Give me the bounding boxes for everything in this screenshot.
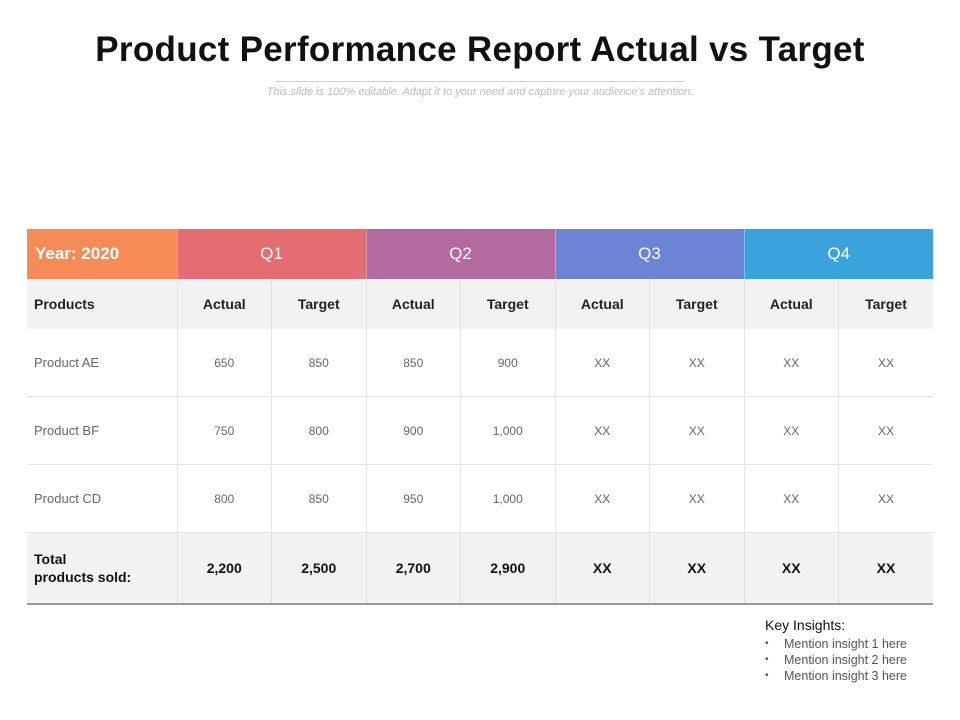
- insights-list: Mention insight 1 here Mention insight 2…: [765, 636, 955, 684]
- total-cell: 2,500: [271, 532, 367, 605]
- table-cell: 850: [271, 464, 367, 533]
- key-insights-title: Key Insights:: [765, 617, 846, 633]
- target-header: Target: [649, 279, 745, 329]
- quarter-header-q1: Q1: [176, 229, 366, 279]
- table-cell: 1,000: [460, 396, 556, 465]
- table-cell: XX: [744, 396, 839, 465]
- total-cell: 2,700: [366, 532, 461, 605]
- total-cell: XX: [555, 532, 650, 605]
- table-cell: XX: [555, 396, 650, 465]
- key-insights: Key Insights: Mention insight 1 here Men…: [765, 617, 955, 684]
- table-cell: XX: [555, 464, 650, 533]
- total-cell: 2,200: [177, 532, 272, 605]
- quarter-header-q3: Q3: [554, 229, 744, 279]
- actual-header: Actual: [555, 279, 650, 329]
- insight-item: Mention insight 1 here: [765, 636, 955, 652]
- target-header: Target: [460, 279, 556, 329]
- total-cell: 2,900: [460, 532, 556, 605]
- table-cell: 750: [177, 396, 272, 465]
- table-cell: XX: [744, 464, 839, 533]
- column-header-row: Products Actual Target Actual Target Act…: [27, 279, 933, 329]
- quarter-header-q4: Q4: [743, 229, 933, 279]
- table-cell: 900: [460, 329, 556, 397]
- performance-table: Year: 2020 Q1 Q2 Q3 Q4 Products Actual T…: [27, 229, 933, 605]
- page-title: Product Performance Report Actual vs Tar…: [95, 30, 865, 69]
- actual-header: Actual: [366, 279, 461, 329]
- total-row: Total products sold: 2,200 2,500 2,700 2…: [27, 532, 933, 605]
- total-label-line1: Total: [34, 551, 67, 567]
- table-cell: 1,000: [460, 464, 556, 533]
- table-cell: 850: [271, 329, 367, 397]
- table-cell: 800: [177, 464, 272, 533]
- total-cell: XX: [744, 532, 839, 605]
- table-cell: XX: [838, 464, 933, 533]
- table-cell: XX: [649, 396, 745, 465]
- product-name: Product BF: [27, 396, 178, 465]
- table-cell: 950: [366, 464, 461, 533]
- product-name: Product AE: [27, 329, 178, 397]
- table-row: Product AE 650 850 850 900 XX XX XX XX: [27, 329, 933, 397]
- total-cell: XX: [838, 532, 933, 605]
- table-cell: 900: [366, 396, 461, 465]
- actual-header: Actual: [177, 279, 272, 329]
- table-cell: XX: [744, 329, 839, 397]
- table-cell: XX: [649, 464, 745, 533]
- table-cell: 650: [177, 329, 272, 397]
- table-cell: XX: [838, 329, 933, 397]
- table-cell: XX: [649, 329, 745, 397]
- quarter-header-row: Year: 2020 Q1 Q2 Q3 Q4: [27, 229, 933, 279]
- insight-item: Mention insight 3 here: [765, 668, 955, 684]
- target-header: Target: [271, 279, 367, 329]
- actual-header: Actual: [744, 279, 839, 329]
- total-cell: XX: [649, 532, 745, 605]
- page-subtitle: This slide is 100% editable. Adapt it to…: [266, 86, 694, 98]
- table-cell: XX: [838, 396, 933, 465]
- quarter-header-q2: Q2: [365, 229, 555, 279]
- table-row: Product BF 750 800 900 1,000 XX XX XX XX: [27, 396, 933, 465]
- target-header: Target: [838, 279, 933, 329]
- table-row: Product CD 800 850 950 1,000 XX XX XX XX: [27, 464, 933, 533]
- total-label: Total products sold:: [27, 532, 178, 605]
- total-label-line2: products sold:: [34, 569, 132, 585]
- table-cell: 850: [366, 329, 461, 397]
- products-header: Products: [27, 279, 178, 329]
- table-cell: 800: [271, 396, 367, 465]
- year-header: Year: 2020: [27, 229, 177, 279]
- title-divider: [276, 81, 684, 82]
- product-name: Product CD: [27, 464, 178, 533]
- table-cell: XX: [555, 329, 650, 397]
- insight-item: Mention insight 2 here: [765, 652, 955, 668]
